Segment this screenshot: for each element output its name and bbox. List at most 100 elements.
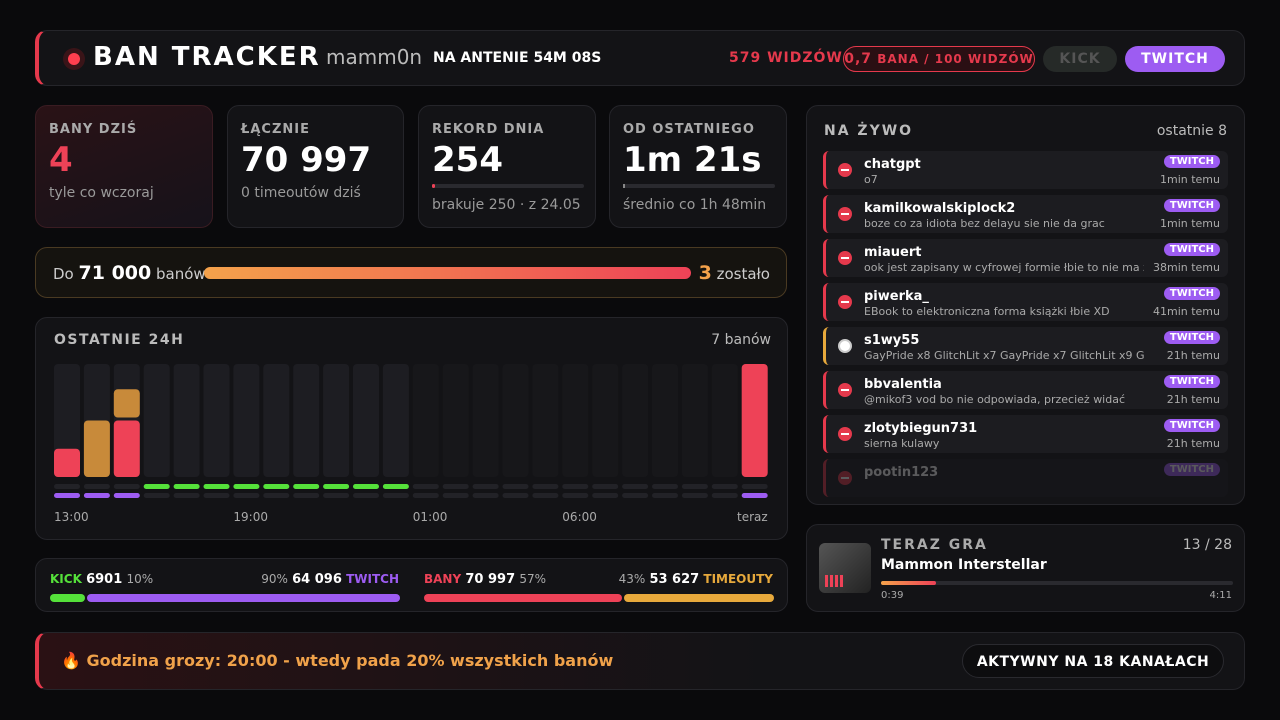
- remaining-value: 3: [698, 262, 712, 284]
- goal-panel: Do 71 000 banów 3 zostało: [35, 247, 787, 298]
- timeouts-total: 53 627: [649, 572, 700, 587]
- stat-value: 254: [432, 140, 503, 180]
- share-segment: [424, 594, 623, 602]
- bar: [741, 364, 768, 477]
- feed-platform: TWITCH: [1163, 375, 1220, 388]
- twitch-indicator: [442, 493, 469, 498]
- record-track: [432, 184, 584, 188]
- bar: [113, 389, 140, 418]
- remaining-label: zostało: [716, 265, 770, 283]
- column-bg: [143, 364, 170, 477]
- column-bg: [681, 364, 708, 477]
- goal-unit: banów: [156, 265, 206, 283]
- twitch-indicator: [353, 493, 379, 498]
- ban-icon: [838, 251, 852, 265]
- kick-indicator: [562, 484, 589, 489]
- feed-time: 41min temu: [1152, 305, 1220, 318]
- ban-icon: [838, 207, 852, 221]
- kick-indicator: [502, 484, 529, 489]
- feed-platform: TWITCH: [1163, 287, 1220, 300]
- column-bg: [353, 364, 379, 477]
- gap-track: [623, 184, 775, 188]
- twitch-indicator: [741, 493, 768, 498]
- twitch-indicator: [562, 493, 589, 498]
- twitch-indicator: [532, 493, 559, 498]
- column-bg: [173, 364, 200, 477]
- np-progress: [881, 581, 936, 585]
- feed-user: pootin123: [864, 465, 939, 480]
- x-tick-label: 19:00: [233, 510, 268, 524]
- feed-message: o7: [864, 173, 878, 186]
- timeouts-name: TIMEOUTY: [703, 572, 773, 586]
- column-bg: [562, 364, 589, 477]
- np-elapsed: 0:39: [881, 590, 904, 601]
- feed-message: @mikof3 vod bo nie odpowiada, przecież w…: [864, 393, 1126, 406]
- kick-indicator: [54, 484, 80, 489]
- column-bg: [472, 364, 499, 477]
- feed-time: 21h temu: [1166, 349, 1220, 362]
- feed-time: 38min temu: [1152, 261, 1220, 274]
- twitch-button[interactable]: TWITCH: [1125, 46, 1225, 72]
- kick-indicator: [472, 484, 499, 489]
- channel: mamm0n: [326, 45, 423, 69]
- column-bg: [323, 364, 350, 477]
- feed-message: boze co za idiota bez delayu sie nie da …: [864, 217, 1105, 230]
- feed-platform: TWITCH: [1163, 463, 1220, 476]
- feed-message: GayPride x8 GlitchLit x7 GayPride x7 Gli…: [864, 349, 1144, 362]
- feed-user: piwerka_: [864, 289, 929, 304]
- feed-time: 1min temu: [1159, 217, 1220, 230]
- kick-indicator: [83, 484, 110, 489]
- feed-time: 21h temu: [1166, 393, 1220, 406]
- twitch-indicator: [113, 493, 140, 498]
- bar: [113, 420, 140, 477]
- twitch-indicator: [203, 493, 230, 498]
- stat-note: brakuje 250 · z 24.05: [432, 197, 581, 213]
- bans-share: 57%: [519, 572, 546, 586]
- column-bg: [233, 364, 260, 477]
- kick-indicator: [353, 484, 379, 489]
- feed-time: 1min temu: [1159, 173, 1220, 186]
- twitch-indicator: [592, 493, 619, 498]
- status-button[interactable]: AKTYWNY NA 18 KANAŁACH: [962, 644, 1224, 678]
- kick-button[interactable]: KICK: [1043, 46, 1117, 72]
- gap-fill: [623, 184, 625, 188]
- feed-item: piwerka_ EBook to elektroniczna forma ksi…: [823, 283, 1228, 321]
- kick-indicator: [143, 484, 170, 489]
- chart-subtitle: 7 banów: [711, 332, 771, 348]
- ban-icon: [838, 163, 852, 177]
- split-right-head: 43% 53 627 TIMEOUTY: [424, 572, 773, 587]
- stat-note: średnio co 1h 48min: [623, 197, 767, 213]
- twitch-indicator: [412, 493, 439, 498]
- twitch-indicator: [233, 493, 260, 498]
- feed-user: bbvalentia: [864, 377, 942, 392]
- feed-platform: TWITCH: [1163, 155, 1220, 168]
- kick-indicator: [652, 484, 678, 489]
- column-bg: [711, 364, 738, 477]
- share-segment: [86, 594, 400, 602]
- cover-equalizer: [825, 575, 843, 587]
- cover: [819, 543, 871, 593]
- bar: [83, 420, 110, 477]
- stat-card: BANY DZIŚ 4 tyle co wczoraj: [35, 105, 213, 228]
- kick-indicator: [532, 484, 559, 489]
- feed-platform: TWITCH: [1163, 331, 1220, 344]
- np-position: 13 / 28: [1182, 537, 1232, 553]
- kick-indicator: [113, 484, 140, 489]
- goal-bar: [204, 267, 691, 279]
- stat-value: 70 997: [241, 140, 372, 180]
- stat-note: tyle co wczoraj: [49, 185, 154, 201]
- np-track-bar: [881, 581, 1233, 585]
- stat-value: 1m 21s: [623, 140, 762, 180]
- kick-total: 6901: [86, 572, 123, 587]
- kick-indicator: [323, 484, 350, 489]
- feed-item: s1wy55 GayPride x8 GlitchLit x7 GayPride …: [823, 327, 1228, 365]
- feed-item: miauert ook jest zapisany w cyfrowej form…: [823, 239, 1228, 277]
- ban-icon: [838, 427, 852, 441]
- chart-title: OSTATNIE 24H: [54, 332, 184, 348]
- kick-indicator: [382, 484, 409, 489]
- column-bg: [263, 364, 290, 477]
- timeout-icon: [838, 339, 852, 353]
- footer-message: 🔥 Godzina grozy: 20:00 - wtedy pada 20% …: [61, 651, 614, 670]
- kick-indicator: [741, 484, 768, 489]
